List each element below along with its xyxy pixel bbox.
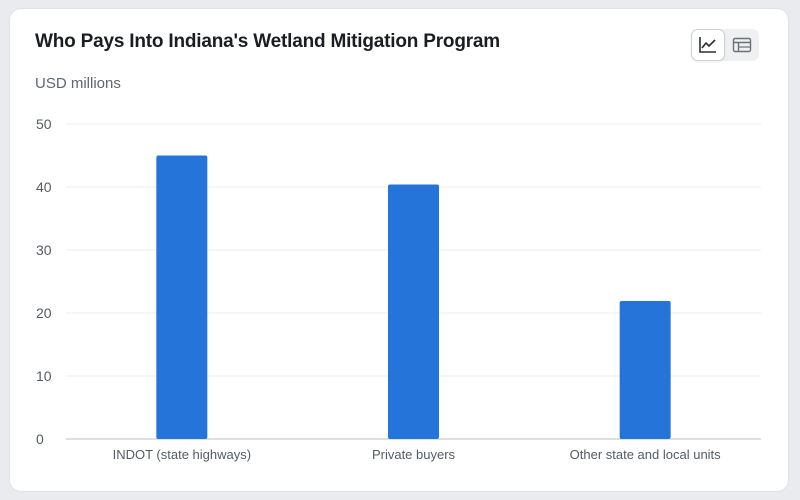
bar xyxy=(619,301,671,439)
x-category-label: INDOT (state highways) xyxy=(113,447,251,462)
y-axis-unit-label: USD millions xyxy=(35,75,121,92)
table-icon xyxy=(732,37,752,53)
bar xyxy=(388,184,439,439)
view-toggle xyxy=(691,29,759,61)
line-chart-icon xyxy=(699,37,716,53)
y-tick-label: 10 xyxy=(36,368,52,384)
y-tick-label: 20 xyxy=(36,305,52,321)
y-tick-label: 40 xyxy=(36,179,52,195)
chart-title: Who Pays Into Indiana's Wetland Mitigati… xyxy=(35,31,500,52)
table-view-button[interactable] xyxy=(725,29,759,61)
bar xyxy=(156,155,208,439)
y-tick-label: 30 xyxy=(36,242,52,258)
x-category-label: Private buyers xyxy=(372,447,456,462)
x-category-label: Other state and local units xyxy=(570,447,722,462)
chart-view-button[interactable] xyxy=(691,29,725,61)
y-tick-label: 50 xyxy=(36,116,52,132)
y-tick-label: 0 xyxy=(36,431,44,447)
